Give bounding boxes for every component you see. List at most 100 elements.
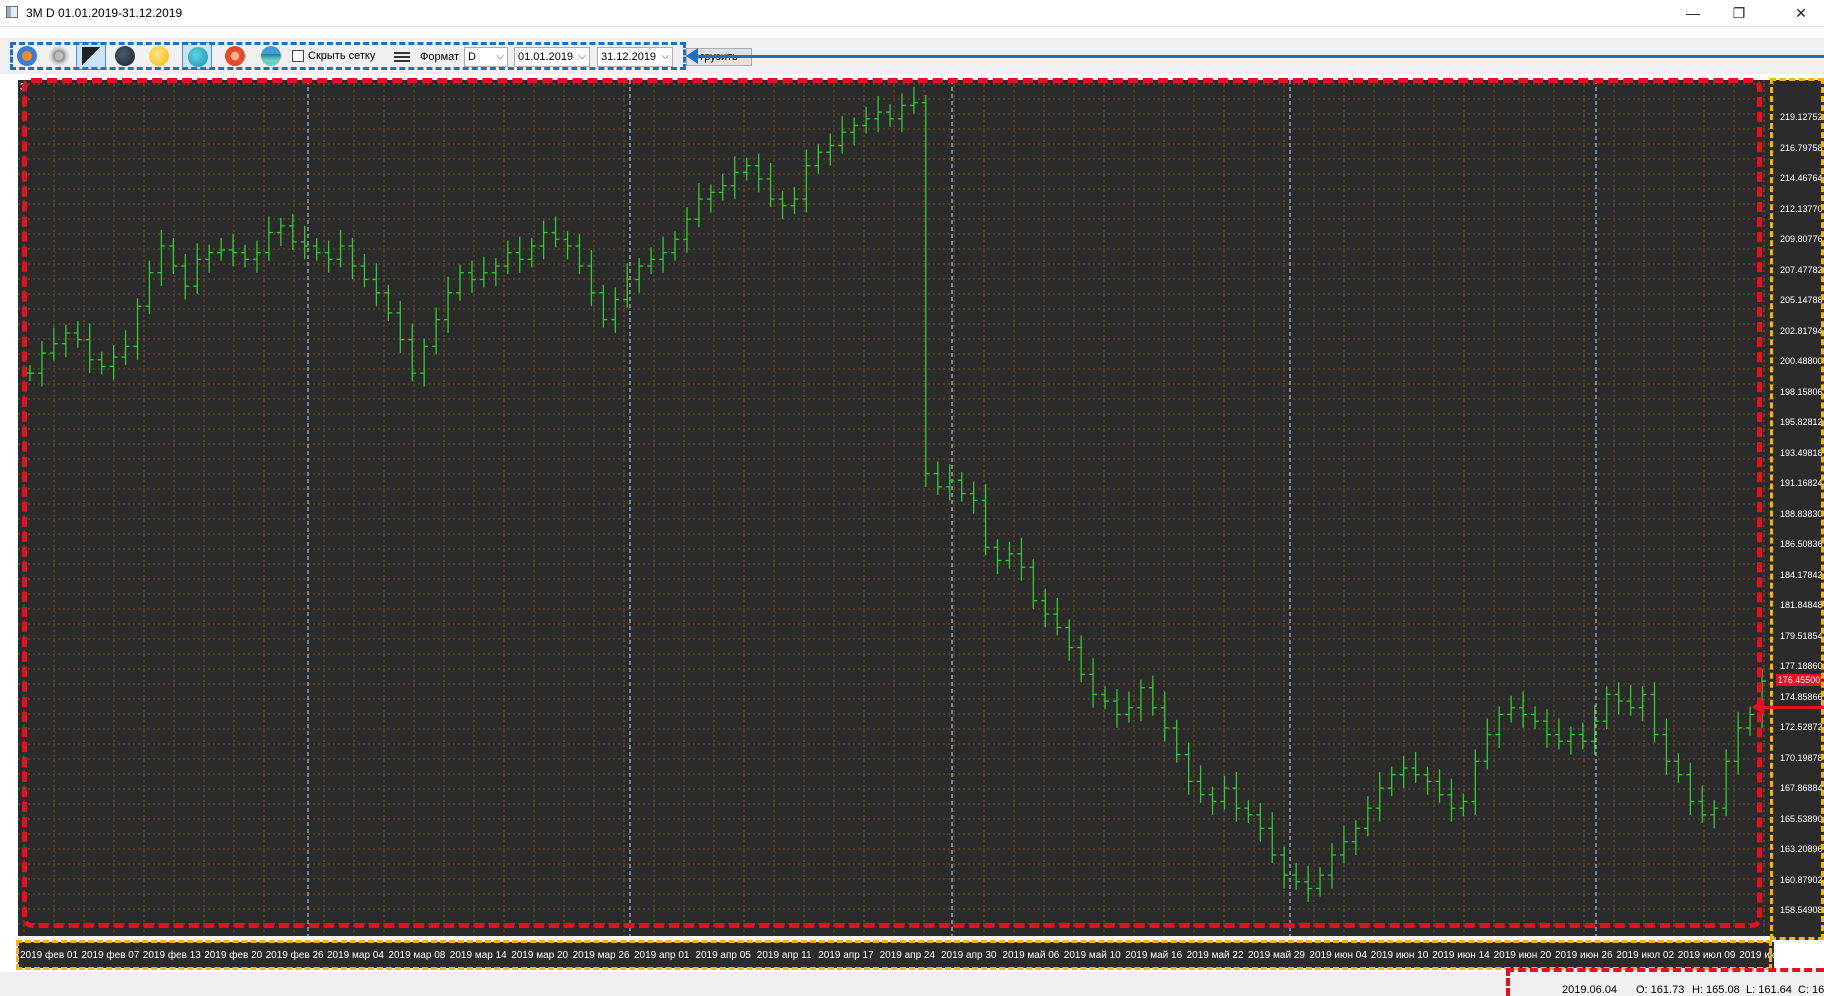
price-bar[interactable]: [1686, 762, 1695, 815]
price-bar[interactable]: [1674, 753, 1683, 783]
price-bar[interactable]: [1136, 679, 1145, 722]
price-bar[interactable]: [444, 276, 453, 333]
price-bar[interactable]: [181, 253, 190, 300]
price-bar[interactable]: [981, 484, 990, 556]
price-bar[interactable]: [1220, 776, 1229, 810]
price-bar[interactable]: [587, 249, 596, 307]
price-bar[interactable]: [862, 106, 871, 134]
price-bar[interactable]: [1459, 793, 1468, 817]
globe-button[interactable]: [182, 42, 212, 70]
price-bar[interactable]: [420, 338, 429, 387]
price-bar[interactable]: [145, 260, 154, 315]
price-bar[interactable]: [1447, 778, 1456, 822]
price-bar[interactable]: [1077, 635, 1086, 683]
price-bar[interactable]: [384, 284, 393, 321]
price-bar[interactable]: [193, 243, 202, 295]
price-bar[interactable]: [1101, 686, 1110, 710]
price-bar[interactable]: [671, 231, 680, 261]
price-bar[interactable]: [432, 307, 441, 355]
date-to-select[interactable]: 31.12.2019 ⌵: [597, 47, 673, 67]
chart-canvas[interactable]: [18, 80, 1774, 936]
price-bar[interactable]: [97, 351, 106, 375]
price-bar[interactable]: [1435, 769, 1444, 803]
price-bar[interactable]: [766, 162, 775, 208]
price-bar[interactable]: [647, 247, 656, 275]
hide-grid-toggle[interactable]: Скрыть сетку: [292, 50, 375, 62]
price-bar[interactable]: [241, 244, 250, 268]
price-bar[interactable]: [945, 464, 954, 501]
price-bar[interactable]: [491, 258, 500, 287]
close-button[interactable]: ✕: [1795, 5, 1807, 21]
price-bar[interactable]: [324, 240, 333, 273]
price-bar[interactable]: [1638, 686, 1647, 722]
price-bar[interactable]: [1578, 722, 1587, 750]
price-bar[interactable]: [933, 461, 942, 495]
price-bar[interactable]: [1375, 772, 1384, 822]
price-bar[interactable]: [1614, 682, 1623, 715]
price-bar[interactable]: [1196, 765, 1205, 803]
price-bar[interactable]: [730, 156, 739, 200]
price-bar[interactable]: [1351, 820, 1360, 856]
price-bar[interactable]: [993, 539, 1002, 574]
price-bar[interactable]: [121, 330, 130, 366]
price-bar[interactable]: [85, 323, 94, 374]
price-bar[interactable]: [659, 236, 668, 273]
price-bar[interactable]: [886, 104, 895, 127]
price-bar[interactable]: [336, 229, 345, 268]
minimize-button[interactable]: —: [1686, 5, 1700, 21]
price-bar[interactable]: [1590, 705, 1599, 755]
price-bar[interactable]: [1316, 867, 1325, 897]
date-from-select[interactable]: 01.01.2019 ⌵: [514, 47, 590, 67]
price-bar[interactable]: [718, 173, 727, 201]
price-bar[interactable]: [276, 217, 285, 246]
price-bar[interactable]: [109, 345, 118, 380]
price-bar[interactable]: [706, 184, 715, 213]
price-bar[interactable]: [205, 244, 214, 273]
price-bar[interactable]: [1626, 685, 1635, 716]
price-bar[interactable]: [1268, 812, 1277, 864]
price-bar[interactable]: [682, 207, 691, 253]
cursor-button[interactable]: [76, 42, 106, 70]
price-bar[interactable]: [300, 225, 309, 260]
price-bar[interactable]: [515, 236, 524, 273]
dark-theme-button[interactable]: [110, 42, 140, 70]
price-bar[interactable]: [61, 324, 70, 358]
price-bar[interactable]: [1112, 689, 1121, 728]
price-bar[interactable]: [1507, 695, 1516, 723]
price-bar[interactable]: [1029, 559, 1038, 609]
price-bar[interactable]: [1005, 541, 1014, 569]
price-bar[interactable]: [838, 116, 847, 154]
price-bar[interactable]: [49, 327, 58, 362]
hide-grid-checkbox[interactable]: [292, 50, 304, 62]
price-bar[interactable]: [1124, 691, 1133, 723]
price-bar[interactable]: [1495, 706, 1504, 748]
price-bar[interactable]: [1471, 749, 1480, 815]
price-bar[interactable]: [372, 263, 381, 307]
price-bar[interactable]: [957, 472, 966, 502]
price-bar[interactable]: [288, 213, 297, 250]
wave-button[interactable]: [256, 42, 286, 70]
price-bar[interactable]: [1041, 588, 1050, 628]
price-bar[interactable]: [694, 183, 703, 228]
price-bar[interactable]: [1650, 682, 1659, 743]
price-bar[interactable]: [969, 481, 978, 514]
price-bar[interactable]: [1399, 755, 1408, 789]
price-bar[interactable]: [1363, 796, 1372, 837]
price-bar[interactable]: [479, 256, 488, 288]
price-bar[interactable]: [1554, 718, 1563, 750]
price-bar[interactable]: [909, 86, 918, 114]
price-bar[interactable]: [1017, 537, 1026, 581]
price-axis[interactable]: 219.12752 216.79758 214.46764 212.13770 209.…: [1774, 80, 1824, 940]
price-bar[interactable]: [1160, 691, 1169, 742]
price-bar[interactable]: [1698, 785, 1707, 823]
price-bar[interactable]: [850, 117, 859, 146]
price-bar[interactable]: [802, 149, 811, 213]
price-bar[interactable]: [551, 216, 560, 248]
price-bar[interactable]: [1662, 718, 1671, 775]
price-bar[interactable]: [1148, 675, 1157, 716]
price-bar[interactable]: [264, 216, 273, 261]
chart-svg[interactable]: [18, 80, 1774, 936]
maximize-button[interactable]: ❐: [1732, 5, 1746, 21]
price-bar[interactable]: [26, 365, 34, 382]
price-bar[interactable]: [575, 233, 584, 275]
